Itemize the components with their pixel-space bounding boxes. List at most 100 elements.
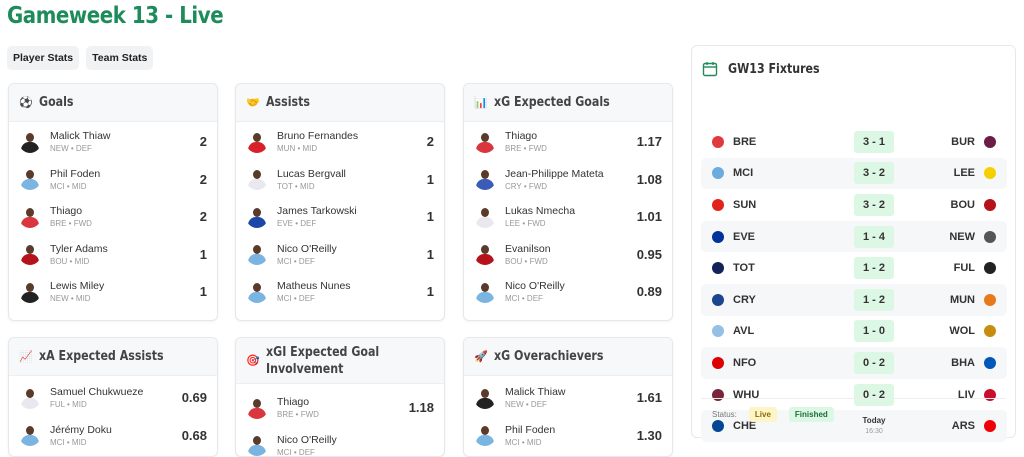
player-meta: MUN • MID [277,144,427,153]
card-title: xGI Expected Goal Involvement [266,344,409,378]
player-avatar [19,281,41,303]
player-name: Nico O'Reilly [505,280,637,292]
home-crest-icon [712,294,724,306]
score-badge: 3 - 1 [854,131,894,153]
player-name: Lewis Miley [50,280,200,292]
player-avatar [246,397,268,419]
player-name: Evanilson [505,243,637,255]
player-name: Samuel Chukwueze [50,386,182,398]
away-crest-icon [984,231,996,243]
away-crest-icon [984,199,996,211]
player-meta: MCI • MID [505,438,637,447]
football-icon: ⚽ [19,96,33,109]
player-avatar [474,206,496,228]
player-name: Matheus Nunes [277,280,427,292]
card-title: Assists [266,94,310,111]
away-crest-icon [984,136,996,148]
tab-player-stats[interactable]: Player Stats [7,46,79,70]
stats-tabs: Player Stats Team Stats [7,46,153,70]
player-avatar [19,243,41,265]
home-crest-icon [712,325,724,337]
away-team: BUR [915,136,975,148]
away-crest-icon [984,262,996,274]
player-avatar [19,424,41,446]
away-team: MUN [915,294,975,306]
player-name: Nico O'Reilly [277,243,427,255]
player-avatar [19,387,41,409]
stat-value: 1.61 [637,390,662,405]
bar-chart-icon: 📊 [474,96,488,109]
target-icon: 🎯 [246,354,260,367]
away-crest-icon [984,167,996,179]
stat-value: 1 [427,284,434,299]
home-team: AVL [733,325,793,337]
player-meta: MCI • MID [50,438,182,447]
home-team: MCI [733,167,793,179]
home-crest-icon [712,357,724,369]
home-team: BRE [733,136,793,148]
tab-team-stats[interactable]: Team Stats [86,46,153,70]
home-team: EVE [733,231,793,243]
player-name: Lukas Nmecha [505,205,637,217]
fixture-row[interactable]: EVE 1 - 4 NEW [701,221,1007,253]
player-avatar [246,206,268,228]
rocket-icon: 🚀 [474,350,488,363]
player-meta: BRE • FWD [50,219,200,228]
player-meta: BRE • FWD [505,144,637,153]
score-badge: 1 - 2 [854,257,894,279]
stat-value: 0.68 [182,428,207,443]
stat-value: 1 [427,209,434,224]
away-crest-icon [984,325,996,337]
stat-value: 2 [200,172,207,187]
player-meta: MCI • DEF [277,257,427,266]
stat-value: 1.30 [637,428,662,443]
home-crest-icon [712,262,724,274]
kickoff-hour: 16:30 [854,426,894,437]
away-team: BOU [915,199,975,211]
home-crest-icon [712,136,724,148]
card-title: xG Overachievers [494,348,603,365]
player-avatar [19,168,41,190]
score-badge: 3 - 2 [854,162,894,184]
score-badge: 1 - 4 [854,226,894,248]
player-avatar [246,434,268,456]
player-meta: NEW • MID [50,294,200,303]
away-team: NEW [915,231,975,243]
player-name: Malick Thiaw [50,130,200,142]
fixture-row[interactable]: BRE 3 - 1 BUR [701,126,1007,158]
away-team: BHA [915,357,975,369]
